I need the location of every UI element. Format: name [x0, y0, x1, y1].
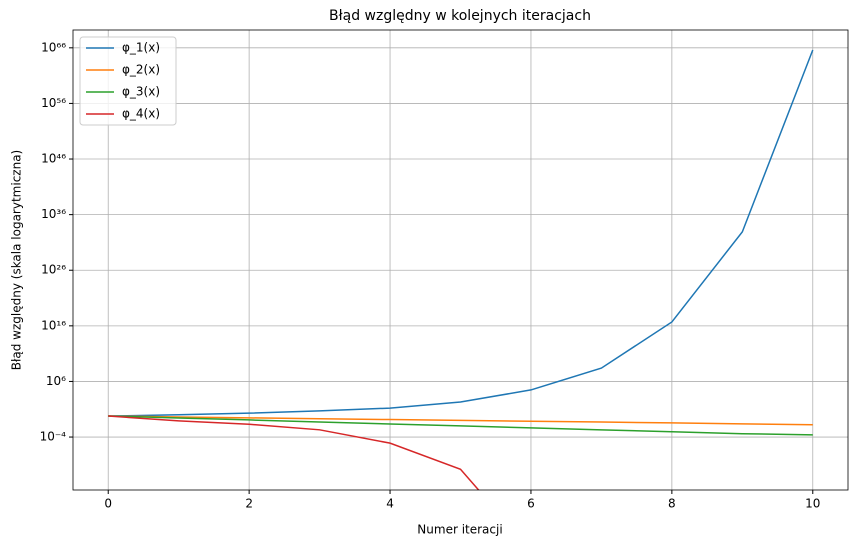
x-tick-label: 2: [245, 497, 253, 511]
series-line: [108, 415, 813, 436]
y-tick-label: 10⁻⁴: [40, 430, 67, 444]
y-tick-label: 10¹⁶: [41, 318, 66, 332]
legend-label: φ_4(x): [122, 107, 160, 121]
x-tick-label: 10: [805, 497, 820, 511]
y-tick-label: 10³⁶: [41, 207, 66, 221]
x-axis-label: Numer iteracji: [417, 523, 502, 537]
x-tick-label: 6: [527, 497, 535, 511]
legend-label: φ_3(x): [122, 85, 160, 99]
series-line: [108, 415, 813, 426]
series-line: [108, 415, 480, 490]
y-axis-label: Błąd względny (skala logarytmiczna): [10, 150, 24, 371]
y-tick-label: 10⁶⁶: [41, 40, 66, 54]
x-tick-label: 4: [386, 497, 394, 511]
legend-box: [79, 36, 177, 126]
chart-title: Błąd względny w kolejnych iteracjach: [329, 8, 591, 24]
legend-label: φ_1(x): [122, 41, 160, 55]
series-line: [108, 49, 814, 417]
y-tick-label: 10⁵⁶: [41, 96, 66, 110]
x-tick-label: 0: [104, 497, 112, 511]
x-tick-label: 8: [668, 497, 676, 511]
axes-frame: [72, 29, 849, 491]
legend-label: φ_2(x): [122, 63, 160, 77]
y-tick-label: 10⁴⁶: [41, 152, 66, 166]
plot-area: [73, 30, 848, 490]
y-tick-label: 10⁶: [46, 374, 66, 388]
y-tick-label: 10²⁶: [41, 263, 66, 277]
